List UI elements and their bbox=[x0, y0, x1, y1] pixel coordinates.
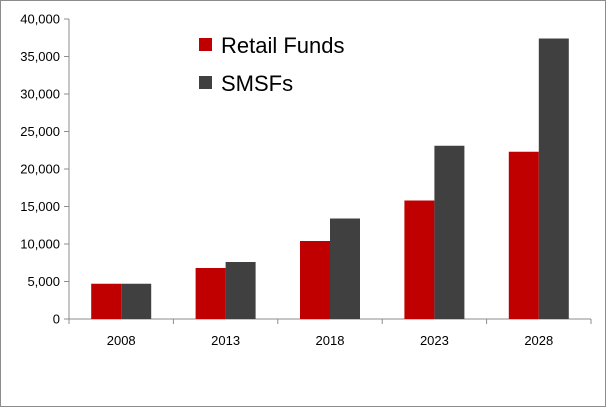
legend-swatch-smsfs bbox=[199, 76, 212, 89]
y-tick-label: 20,000 bbox=[20, 162, 60, 177]
y-tick-label: 15,000 bbox=[20, 199, 60, 214]
bar-retail-funds-2023 bbox=[404, 200, 435, 319]
bar-retail-funds-2008 bbox=[91, 283, 122, 319]
bar-retail-funds-2018 bbox=[300, 241, 330, 319]
legend-label-smsfs: SMSFs bbox=[221, 71, 293, 96]
bar-smsfs-2023 bbox=[434, 145, 465, 319]
bar-retail-funds-2028 bbox=[508, 151, 539, 319]
y-tick-label: 25,000 bbox=[20, 124, 60, 139]
bar-smsfs-2013 bbox=[225, 262, 256, 319]
x-tick-label: 2028 bbox=[524, 333, 553, 348]
plot-area: 0 5,000 10,000 15,000 20,000 25,000 30,000 35,0… bbox=[20, 12, 592, 348]
legend: Retail Funds SMSFs bbox=[199, 33, 345, 96]
x-tick-label: 2008 bbox=[107, 333, 136, 348]
x-tick-label: 2018 bbox=[316, 333, 345, 348]
y-tick-label: 0 bbox=[53, 312, 60, 327]
x-tick-label: 2013 bbox=[211, 333, 240, 348]
y-tick-label: 10,000 bbox=[20, 237, 60, 252]
y-tick-label: 30,000 bbox=[20, 87, 60, 102]
legend-swatch-retail-funds bbox=[199, 38, 212, 51]
legend-label-retail-funds: Retail Funds bbox=[221, 33, 345, 58]
y-tick-label: 5,000 bbox=[27, 274, 60, 289]
y-tick-label: 35,000 bbox=[20, 49, 60, 64]
bar-smsfs-2018 bbox=[330, 218, 360, 319]
y-tick-label: 40,000 bbox=[20, 12, 60, 27]
x-tick-label: 2023 bbox=[420, 333, 449, 348]
bar-smsfs-2008 bbox=[121, 283, 152, 319]
bar-retail-funds-2013 bbox=[195, 268, 226, 319]
bar-smsfs-2028 bbox=[538, 38, 569, 319]
